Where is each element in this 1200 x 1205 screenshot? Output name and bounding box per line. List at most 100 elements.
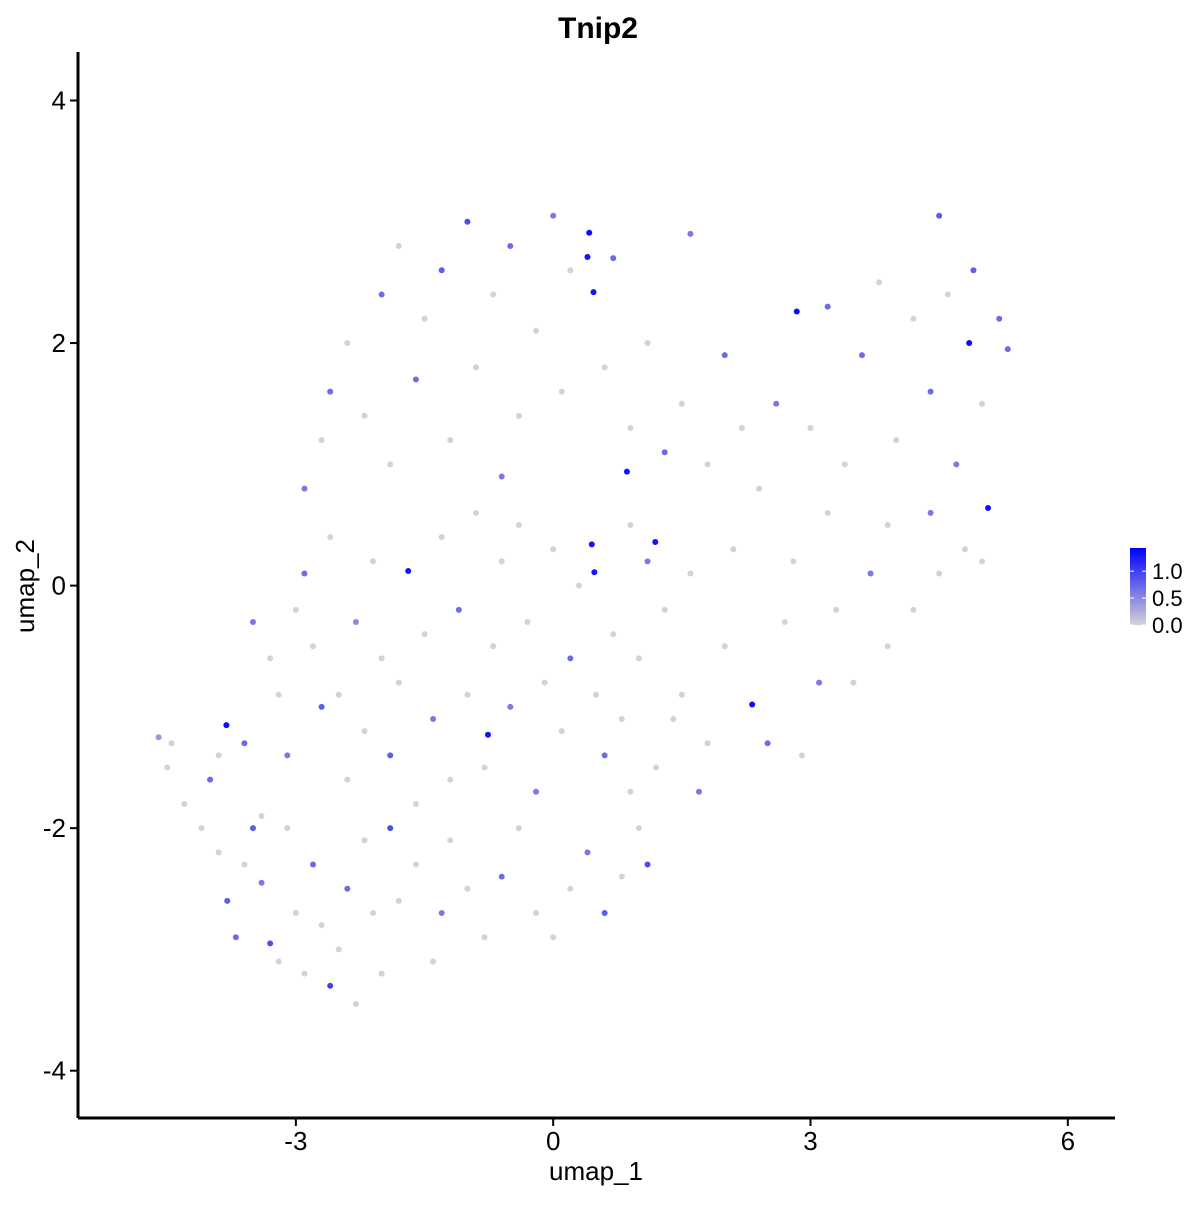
point — [284, 825, 291, 832]
colorbar-tick-label: 0.0 — [1152, 613, 1183, 638]
point — [464, 218, 471, 225]
point — [876, 279, 883, 286]
point — [498, 873, 505, 880]
point — [215, 849, 222, 856]
point — [472, 364, 479, 371]
point — [484, 731, 491, 738]
x-axis-label: umap_1 — [549, 1156, 643, 1186]
y-tick-label: -2 — [43, 813, 66, 843]
point — [591, 569, 598, 576]
point — [352, 1001, 359, 1008]
y-tick-label: -4 — [43, 1056, 66, 1086]
point — [412, 376, 419, 383]
point — [764, 740, 771, 747]
point — [790, 558, 797, 565]
point — [464, 691, 471, 698]
point — [335, 946, 342, 953]
point — [670, 716, 677, 723]
point — [586, 229, 593, 236]
point — [405, 568, 412, 575]
point — [966, 340, 973, 347]
point — [850, 679, 857, 686]
point — [232, 934, 239, 941]
point — [893, 437, 900, 444]
point — [387, 752, 394, 759]
point — [884, 521, 891, 528]
point — [301, 485, 308, 492]
point — [584, 253, 591, 260]
point — [430, 958, 437, 965]
point — [344, 885, 351, 892]
point — [267, 940, 274, 947]
point — [198, 825, 205, 832]
point — [344, 776, 351, 783]
point — [635, 655, 642, 662]
point — [652, 538, 659, 545]
point — [490, 643, 497, 650]
point — [447, 776, 454, 783]
y-tick-label: 4 — [52, 86, 66, 116]
point — [610, 631, 617, 638]
point — [515, 825, 522, 832]
point — [164, 764, 171, 771]
point — [730, 546, 737, 553]
point — [421, 631, 428, 638]
point — [318, 703, 325, 710]
point — [498, 473, 505, 480]
point — [387, 825, 394, 832]
point — [644, 340, 651, 347]
point — [481, 934, 488, 941]
point — [944, 291, 951, 298]
point — [412, 800, 419, 807]
point — [653, 764, 660, 771]
point — [318, 437, 325, 444]
point — [550, 212, 557, 219]
point — [661, 449, 668, 456]
point — [327, 982, 334, 989]
point — [224, 897, 231, 904]
point — [635, 825, 642, 832]
point — [498, 558, 505, 565]
point — [588, 541, 595, 548]
point — [575, 582, 582, 589]
point — [249, 825, 256, 832]
point — [464, 885, 471, 892]
point — [936, 570, 943, 577]
point — [798, 752, 805, 759]
point — [155, 734, 162, 741]
point — [515, 521, 522, 528]
point — [327, 388, 334, 395]
point — [590, 289, 597, 296]
point — [961, 546, 968, 553]
point — [623, 468, 630, 475]
point — [773, 400, 780, 407]
colorbar — [1130, 548, 1146, 625]
y-axis-label: umap_2 — [10, 539, 40, 633]
point — [168, 740, 175, 747]
point — [996, 315, 1003, 322]
point — [223, 722, 230, 729]
point — [258, 813, 265, 820]
point — [515, 412, 522, 419]
point — [884, 643, 891, 650]
point — [370, 558, 377, 565]
point — [533, 327, 540, 334]
colorbar-tick-label: 0.5 — [1152, 586, 1183, 611]
point — [318, 922, 325, 929]
point — [721, 352, 728, 359]
point — [618, 716, 625, 723]
point — [361, 412, 368, 419]
point — [687, 230, 694, 237]
point — [661, 606, 668, 613]
point — [533, 788, 540, 795]
point — [541, 679, 548, 686]
point — [550, 934, 557, 941]
point — [567, 885, 574, 892]
chart-title: Tnip2 — [558, 12, 638, 45]
point — [258, 879, 265, 886]
point — [970, 267, 977, 274]
colorbar-tick-label: 1.0 — [1152, 559, 1183, 584]
point — [378, 970, 385, 977]
point — [447, 837, 454, 844]
point — [412, 861, 419, 868]
